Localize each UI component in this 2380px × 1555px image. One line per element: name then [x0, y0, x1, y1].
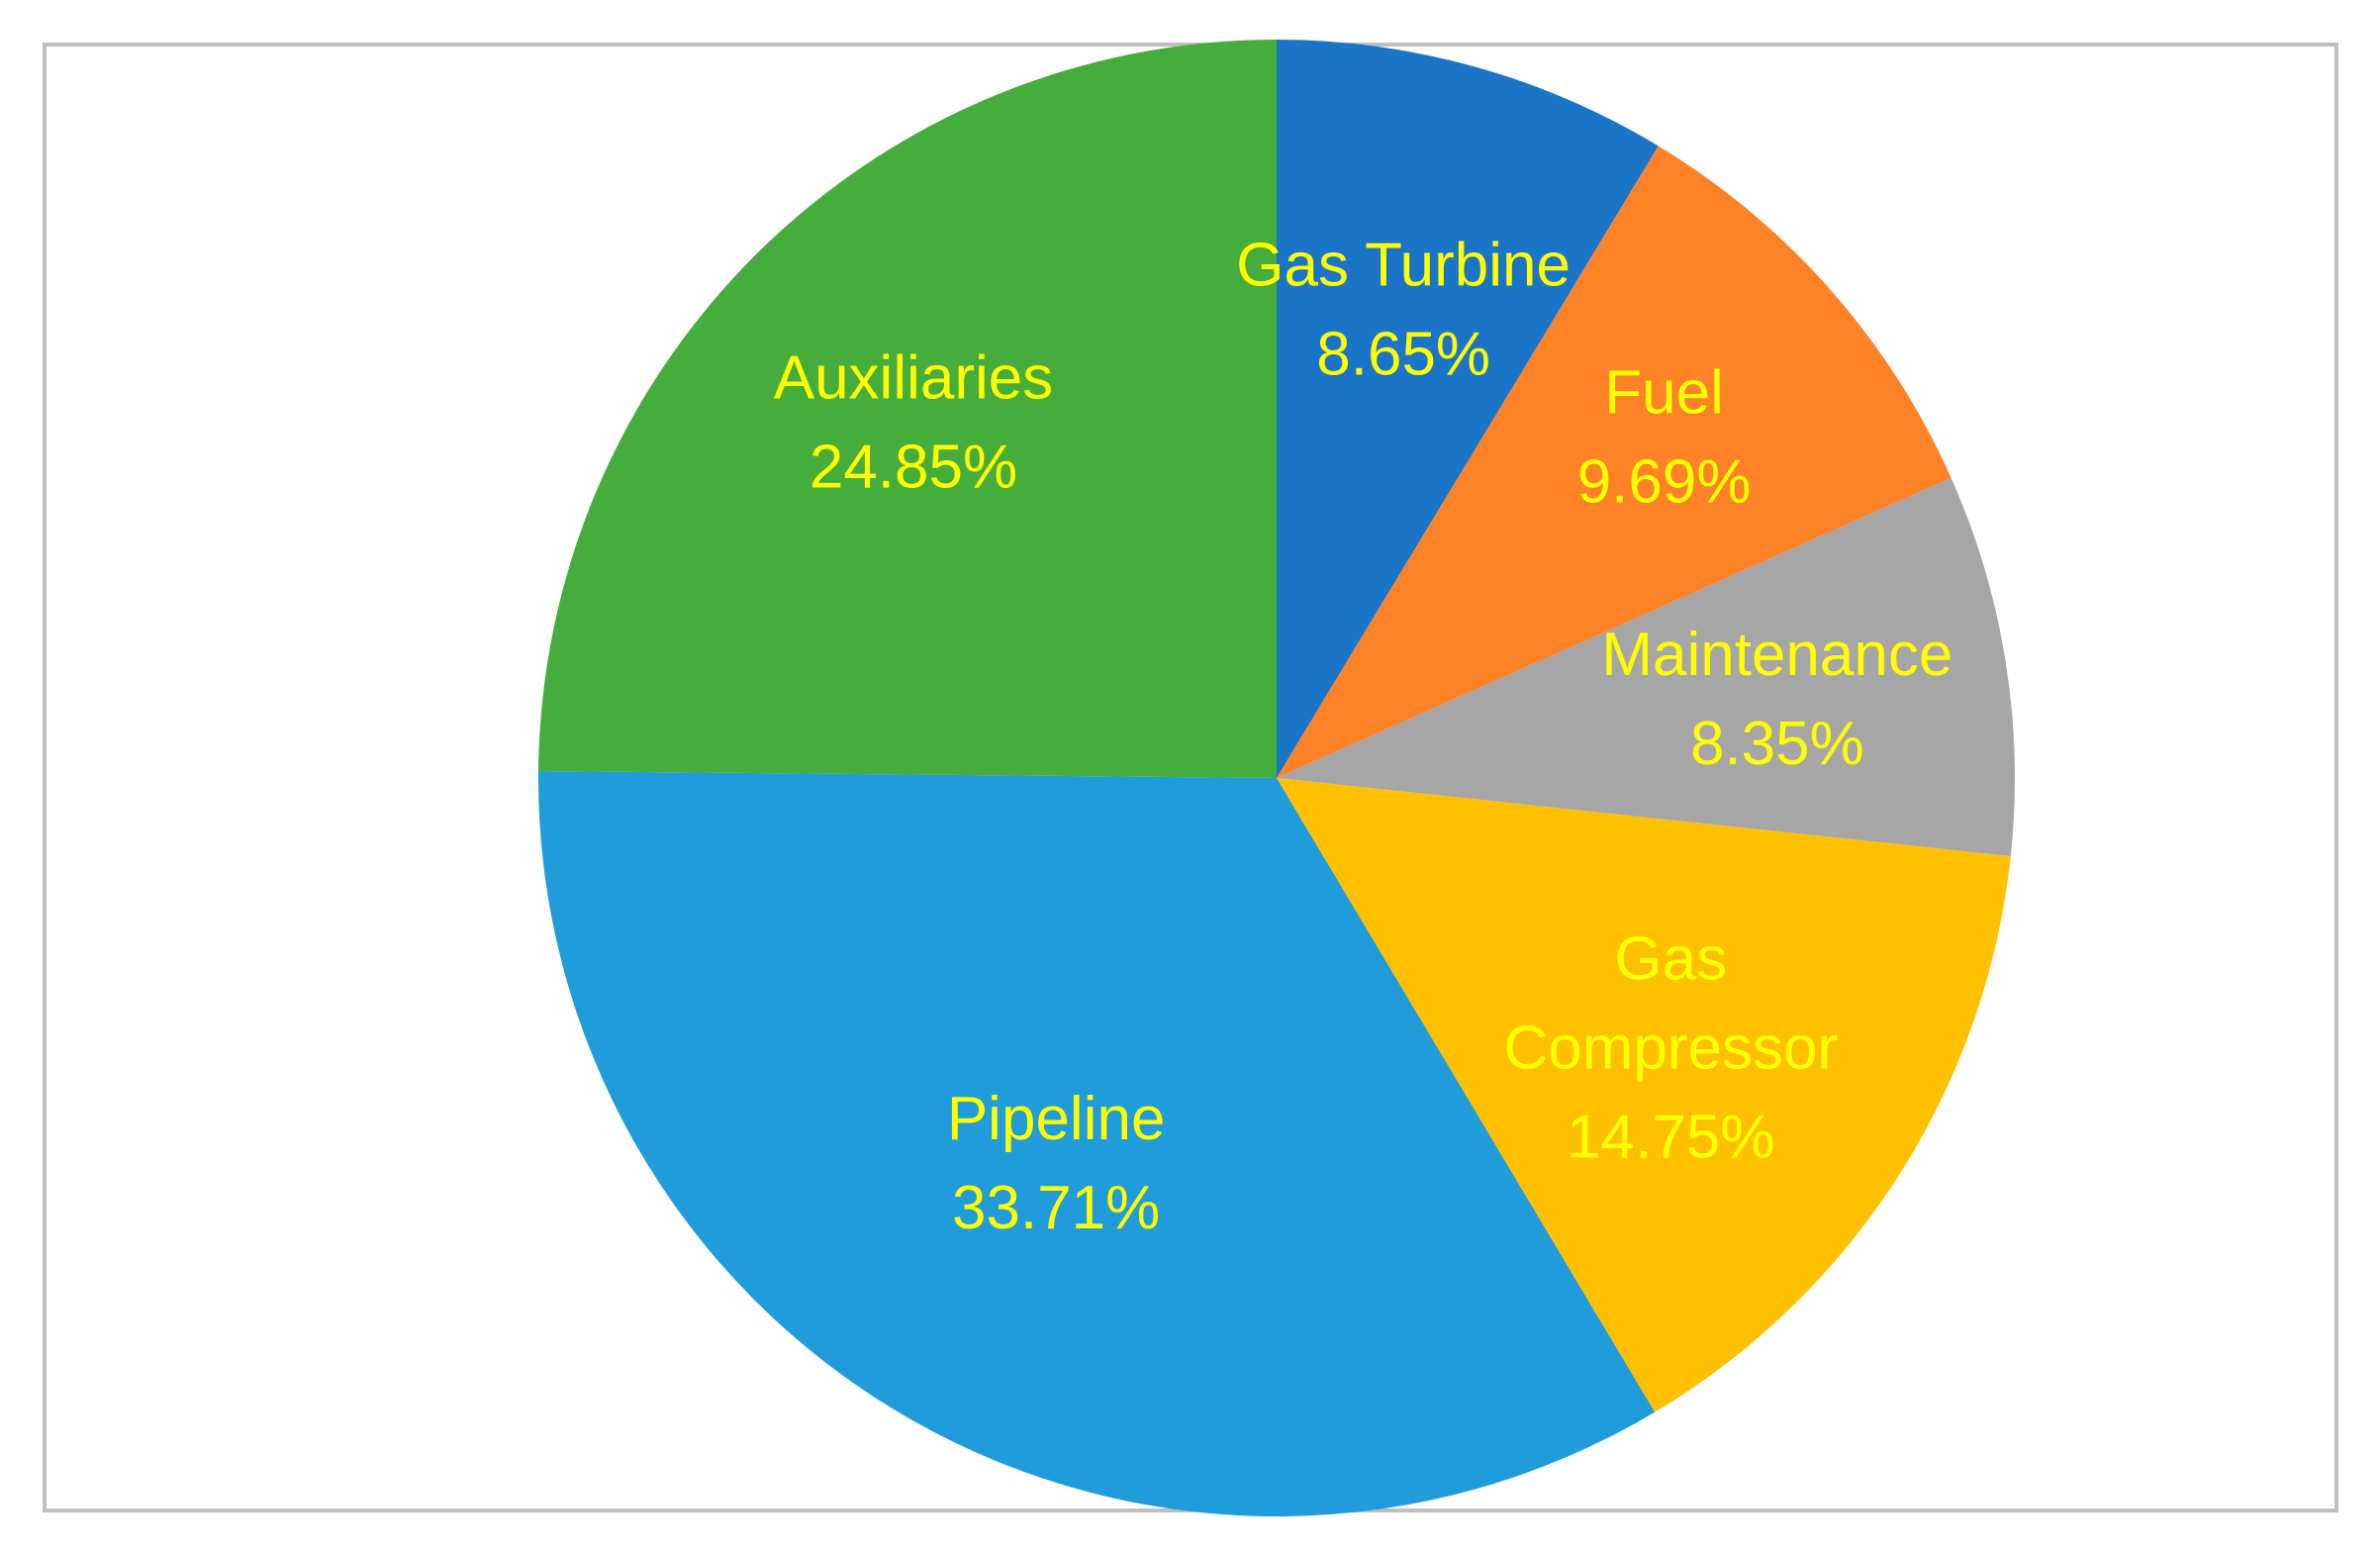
data-label-gas-turbine: Gas Turbine 8.65% — [1236, 232, 1571, 389]
pie-slice-fuel — [1277, 146, 1952, 779]
data-label-fuel: Fuel 9.69% — [1577, 359, 1752, 517]
data-label-maintenance: Maintenance 8.35% — [1601, 621, 1952, 778]
data-label-value: 8.35% — [1690, 710, 1864, 778]
data-label-name: Compressor — [1504, 1014, 1839, 1082]
data-label-value: 14.75% — [1567, 1103, 1774, 1171]
data-label-name: Gas — [1614, 924, 1727, 993]
data-label-value: 24.85% — [809, 434, 1017, 502]
pie-slice-pipeline — [538, 770, 1656, 1517]
data-label-name: Auxiliaries — [774, 344, 1054, 413]
data-label-value: 8.65% — [1316, 321, 1490, 389]
data-label-name: Gas Turbine — [1236, 232, 1571, 300]
pie-slice-maintenance — [1277, 477, 2015, 857]
data-label-pipeline: Pipeline 33.71% — [947, 1085, 1166, 1242]
pie-slice-gas-turbine — [1277, 40, 1659, 778]
data-label-value: 33.71% — [952, 1174, 1160, 1242]
data-label-name: Pipeline — [947, 1085, 1166, 1153]
pie-slice-auxiliaries — [538, 40, 1277, 778]
data-label-name: Maintenance — [1601, 621, 1952, 689]
pie-slice-gas-compressor — [1277, 778, 2011, 1412]
data-label-value: 9.69% — [1577, 448, 1752, 517]
data-label-gas-compressor: Gas Compressor 14.75% — [1504, 924, 1839, 1171]
data-label-auxiliaries: Auxiliaries 24.85% — [774, 344, 1054, 502]
pie-labels: Gas Turbine 8.65% Fuel 9.69% Maintenance 8.35… — [774, 232, 1953, 1242]
data-label-name: Fuel — [1604, 359, 1724, 428]
pie-slices — [538, 40, 2015, 1517]
